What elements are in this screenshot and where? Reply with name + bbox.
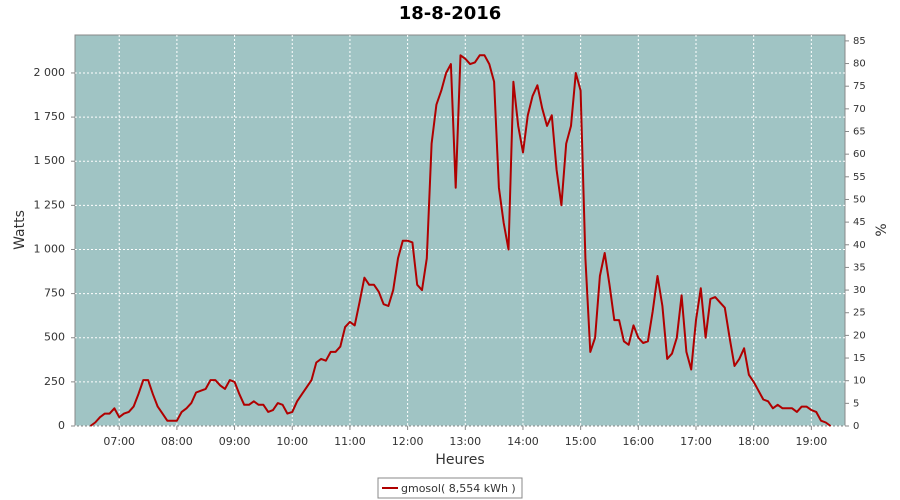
y2-tick-label: 45 <box>853 217 866 228</box>
y2-tick-label: 70 <box>853 104 866 115</box>
y-tick-label: 2 000 <box>34 66 66 79</box>
y-axis-title: Watts <box>12 210 28 250</box>
legend <box>377 477 523 499</box>
x-tick-label: 18:00 <box>738 435 770 448</box>
y2-tick-label: 40 <box>853 240 866 251</box>
x-tick-label: 11:00 <box>334 435 366 448</box>
y2-tick-label: 60 <box>853 149 866 160</box>
y2-tick-label: 25 <box>853 308 866 319</box>
x-tick-label: 16:00 <box>622 435 654 448</box>
x-tick-label: 15:00 <box>565 435 597 448</box>
x-tick-label: 09:00 <box>219 435 251 448</box>
y-tick-label: 500 <box>44 331 65 344</box>
y2-tick-label: 15 <box>853 353 866 364</box>
y2-axis-title: % <box>874 223 890 236</box>
plot-area <box>74 34 846 427</box>
x-tick-label: 17:00 <box>680 435 712 448</box>
y-tick-label: 250 <box>44 375 65 388</box>
y-tick-label: 1 500 <box>34 154 66 167</box>
x-axis-title: Heures <box>435 452 484 468</box>
y2-tick-label: 55 <box>853 172 866 183</box>
y2-tick-label: 85 <box>853 36 866 47</box>
x-tick-label: 14:00 <box>507 435 539 448</box>
x-tick-label: 10:00 <box>276 435 308 448</box>
y2-tick-label: 35 <box>853 262 866 273</box>
y2-tick-label: 10 <box>853 376 866 387</box>
chart-title: 18-8-2016 <box>399 3 502 24</box>
y2-tick-label: 20 <box>853 330 866 341</box>
y2-tick-label: 5 <box>853 398 859 409</box>
y2-tick-label: 65 <box>853 127 866 138</box>
x-tick-label: 07:00 <box>103 435 135 448</box>
legend-label: gmosol( 8,554 kWh ) <box>401 482 516 495</box>
y-tick-label: 1 250 <box>34 198 66 211</box>
y2-tick-label: 80 <box>853 59 866 70</box>
y2-tick-label: 30 <box>853 285 866 296</box>
y-tick-label: 1 750 <box>34 110 66 123</box>
x-tick-label: 12:00 <box>392 435 424 448</box>
y2-tick-label: 75 <box>853 81 866 92</box>
y2-tick-label: 0 <box>853 421 859 432</box>
y-tick-label: 0 <box>58 419 65 432</box>
x-tick-label: 08:00 <box>161 435 193 448</box>
x-tick-label: 19:00 <box>796 435 828 448</box>
line <box>89 54 832 427</box>
y2-tick-label: 50 <box>853 194 866 205</box>
y-tick-label: 1 000 <box>34 242 66 255</box>
y-tick-label: 750 <box>44 287 65 300</box>
x-tick-label: 13:00 <box>449 435 481 448</box>
